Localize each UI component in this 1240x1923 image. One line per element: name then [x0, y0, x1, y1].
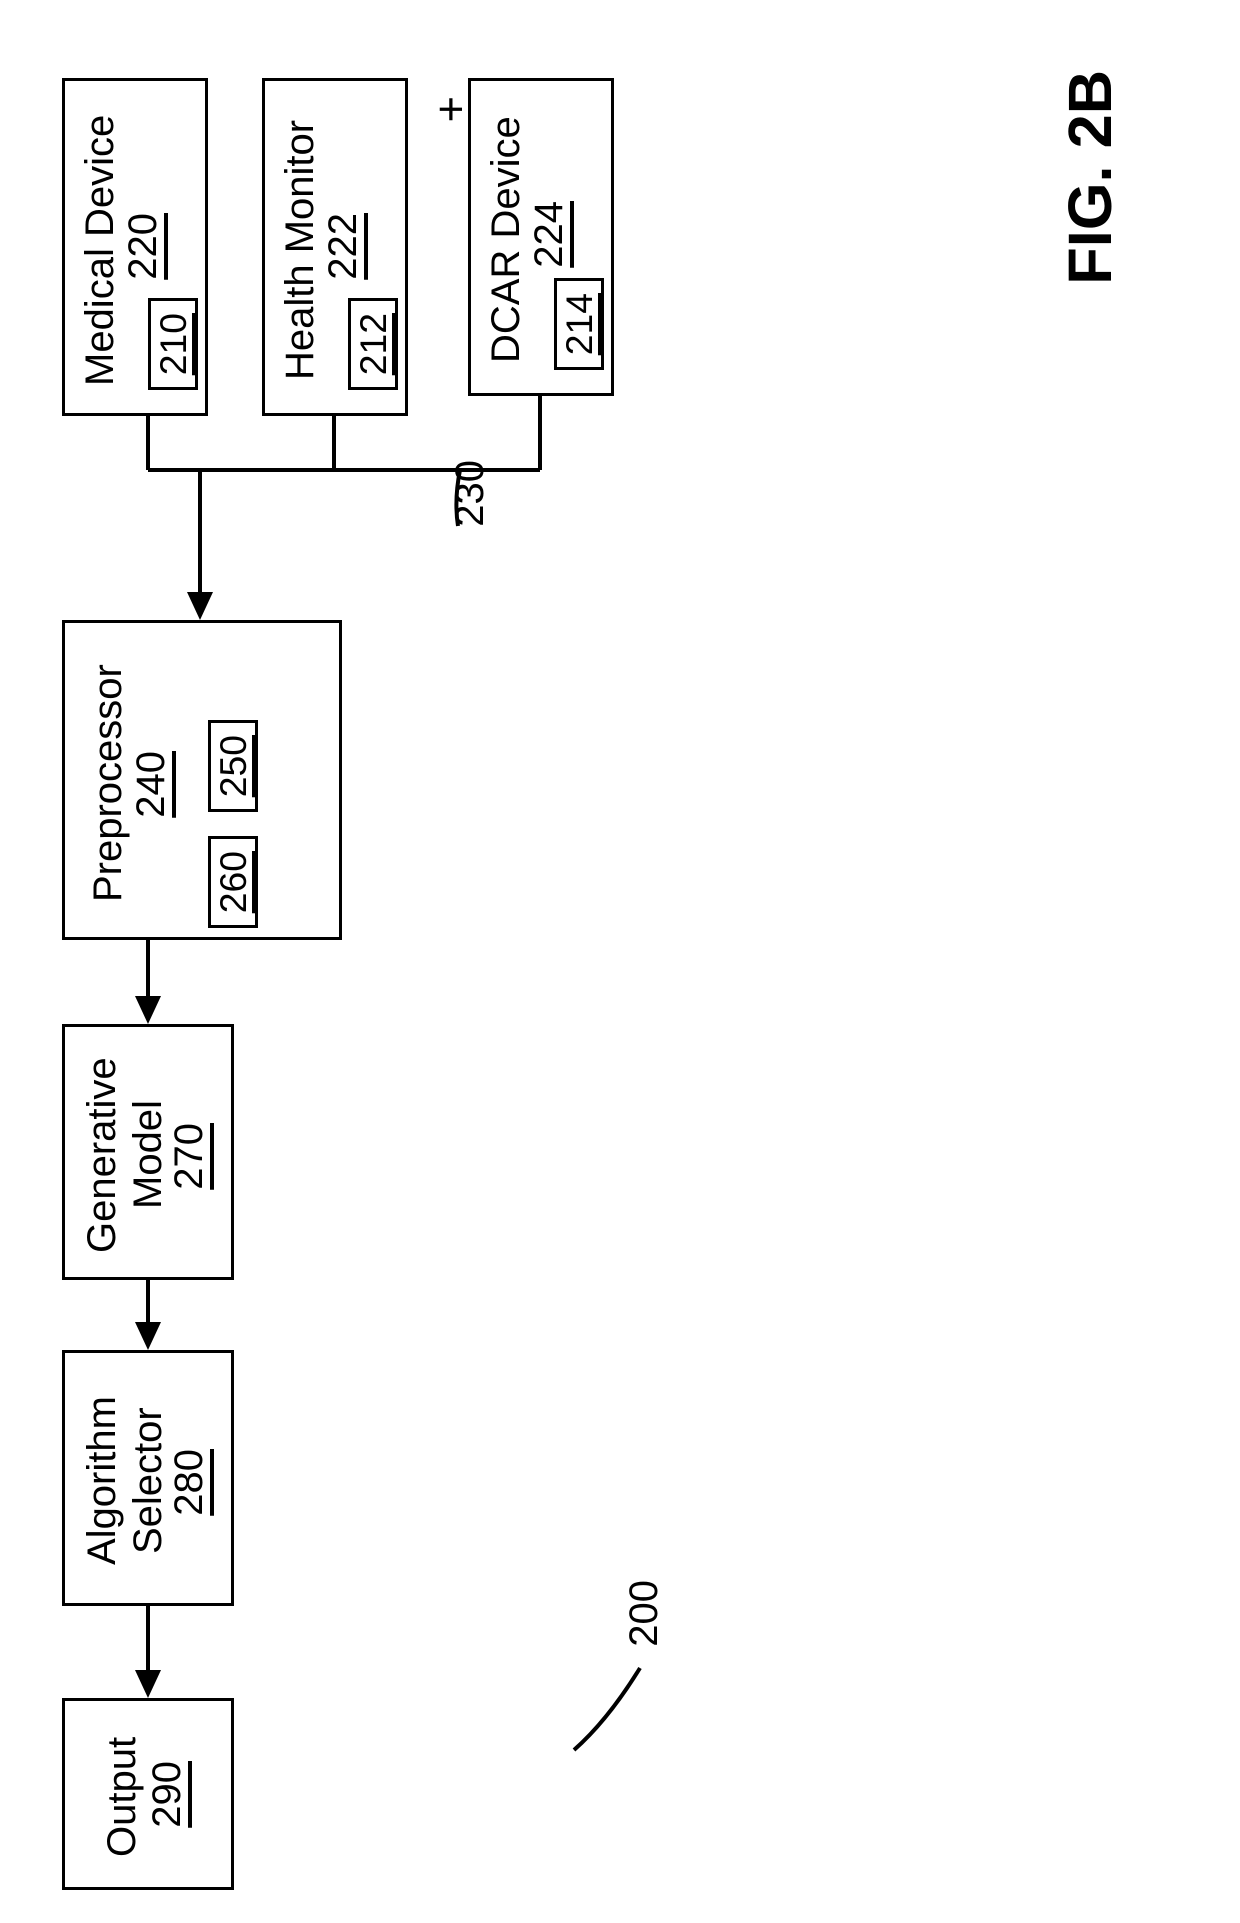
algorithm-selector-label: Algorithm Selector [79, 1373, 171, 1589]
health-monitor-label: Health Monitor [277, 101, 323, 399]
generative-model-box: Generative Model 270 [62, 1024, 234, 1280]
preprocessor-sub2-number: 260 [212, 851, 255, 913]
dcar-device-inner-box: 214 [554, 278, 604, 370]
medical-device-inner-number: 210 [152, 313, 195, 375]
dcar-device-inner-number: 214 [558, 293, 601, 355]
health-monitor-inner-box: 212 [348, 298, 398, 390]
algorithm-selector-box: Algorithm Selector 280 [62, 1350, 234, 1606]
system-ref-label: 200 [622, 1580, 667, 1647]
figure-caption: FIG. 2B [1054, 70, 1125, 285]
bus-ref-label: 230 [448, 460, 493, 527]
algorithm-selector-number: 280 [167, 1449, 212, 1516]
preprocessor-label: Preprocessor [85, 653, 131, 913]
health-monitor-number: 222 [321, 213, 366, 280]
medical-device-inner-box: 210 [148, 298, 198, 390]
preprocessor-sub1-number: 250 [212, 735, 255, 797]
output-number: 290 [145, 1761, 190, 1828]
medical-device-label: Medical Device [77, 101, 123, 399]
preprocessor-number: 240 [129, 751, 174, 818]
preprocessor-sub2-box: 260 [208, 836, 258, 928]
generative-model-label: Generative Model [79, 1041, 171, 1269]
preprocessor-box: Preprocessor 240 [62, 620, 342, 940]
preprocessor-sub1-box: 250 [208, 720, 258, 812]
dcar-device-number: 224 [527, 201, 572, 268]
dcar-device-label: DCAR Device [483, 97, 529, 383]
health-monitor-inner-number: 212 [352, 313, 395, 375]
output-box: Output 290 [62, 1698, 234, 1890]
generative-model-number: 270 [167, 1123, 212, 1190]
medical-device-number: 220 [121, 213, 166, 280]
output-label: Output [99, 1725, 145, 1869]
